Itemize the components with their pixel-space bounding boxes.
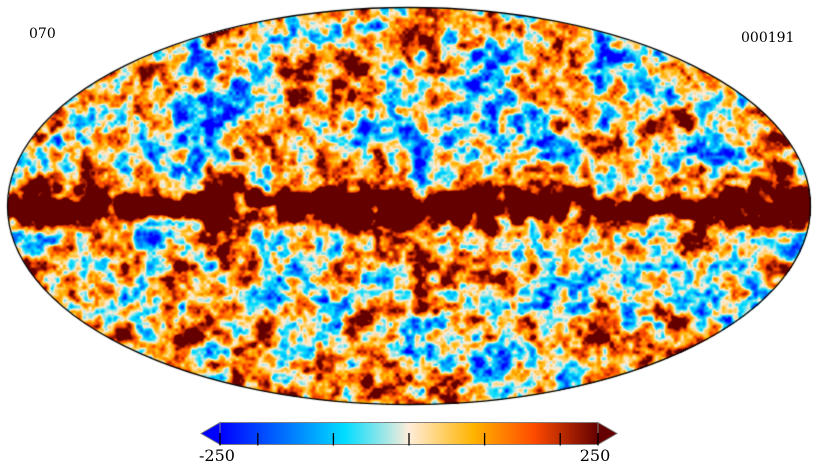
colorbar-ticks: [219, 433, 599, 446]
colorbar-min-label: -250: [199, 446, 235, 465]
frame-number-label: 000191: [741, 30, 795, 46]
colorbar: [200, 421, 618, 446]
colorbar-max-label: 250: [579, 446, 611, 465]
frequency-band-label: 070: [29, 26, 56, 42]
colorbar-underflow-arrow: [200, 421, 221, 446]
sky-map-canvas: [0, 0, 817, 410]
colorbar-overflow-arrow: [597, 421, 618, 446]
